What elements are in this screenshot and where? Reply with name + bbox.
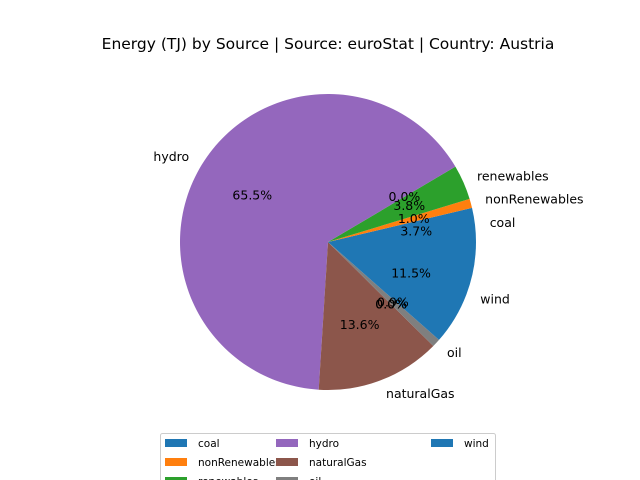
legend-label: coal: [198, 438, 220, 450]
legend-swatch: [276, 458, 298, 466]
legend-item-renewables: renewables: [165, 476, 258, 480]
slice-label-wind: wind: [480, 292, 510, 307]
slice-percent-coal: 3.7%: [400, 224, 432, 239]
legend-item-naturalGas: naturalGas: [276, 457, 367, 469]
legend-label: nonRenewables: [198, 457, 281, 469]
slice-label-nonRenewables: nonRenewables: [485, 192, 583, 207]
legend-item-coal: coal: [165, 438, 220, 450]
pie-slice-wind: [328, 242, 476, 340]
legend-label: hydro: [309, 438, 339, 450]
slice-label-hydro: hydro: [153, 149, 189, 164]
legend-item-hydro: hydro: [276, 438, 339, 450]
legend-label: wind: [464, 438, 489, 450]
pie-slice-nonRenewables: [328, 198, 473, 242]
chart-title: Energy (TJ) by Source | Source: euroStat…: [102, 35, 555, 53]
slice-percent-naturalGas: 13.6%: [340, 317, 380, 332]
legend-frame: [160, 433, 496, 480]
legend-swatch: [165, 439, 187, 447]
legend-item-wind: wind: [431, 438, 489, 450]
slice-percent-wind: 11.5%: [391, 265, 431, 280]
slice-percent-unnamed-6: 0.0%: [375, 296, 407, 311]
slice-label-coal: coal: [490, 215, 516, 230]
slice-percent-hydro: 65.5%: [232, 188, 272, 203]
legend-swatch: [165, 477, 187, 480]
slice-label-naturalGas: naturalGas: [386, 386, 455, 401]
legend-swatch: [165, 458, 187, 466]
pie-slices: [179, 93, 476, 390]
pie-slice-oil: [328, 242, 440, 346]
legend-swatch: [431, 439, 453, 447]
slice-percent-renewables: 3.8%: [393, 198, 425, 213]
legend: coal nonRenewables renewables hydro naturalG…: [160, 433, 496, 480]
legend-swatch: [276, 477, 298, 480]
legend-label: naturalGas: [309, 457, 367, 469]
pie-slice-hydro: [179, 93, 456, 390]
pie-slice-renewables: [328, 166, 470, 242]
legend-item-nonRenewables: nonRenewables: [165, 457, 281, 469]
slice-percent-unnamed-3: 0.0%: [389, 189, 421, 204]
legend-swatch: [276, 439, 298, 447]
slice-percent-unnamed-7: 0.0%: [375, 296, 407, 311]
slice-percent-oil: 0.9%: [377, 295, 409, 310]
legend-item-oil: oil: [276, 476, 321, 480]
slice-percent-nonRenewables: 1.0%: [398, 211, 430, 226]
slice-label-oil: oil: [447, 345, 462, 360]
slice-label-renewables: renewables: [477, 168, 549, 183]
legend-label: renewables: [198, 476, 258, 480]
pie-slice-naturalGas: [318, 242, 434, 390]
pie-slice-coal: [328, 207, 476, 242]
slice-labels: coal3.7%nonRenewables1.0%renewables3.8%0…: [153, 149, 583, 401]
legend-label: oil: [309, 476, 321, 480]
